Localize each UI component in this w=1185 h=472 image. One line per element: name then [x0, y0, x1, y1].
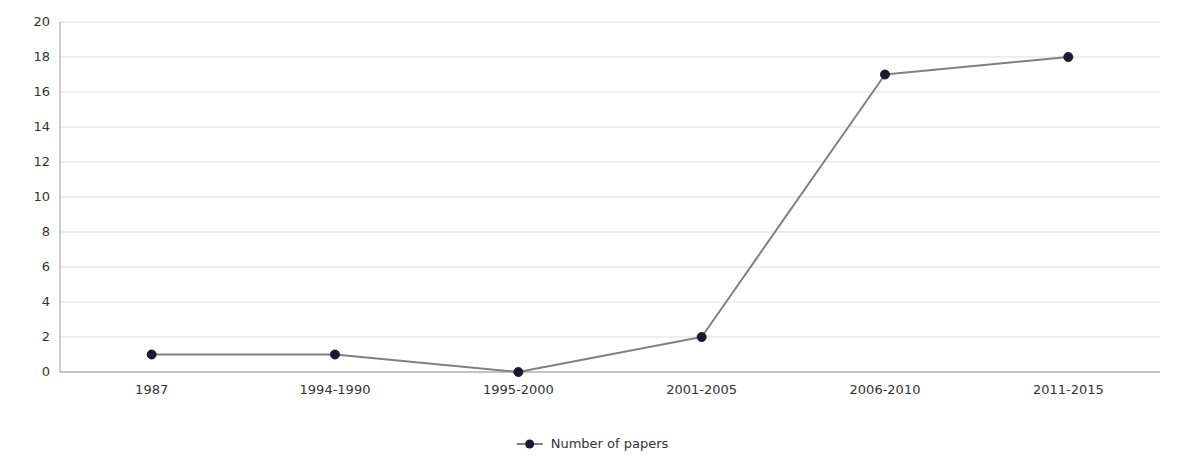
legend-marker: [525, 440, 534, 449]
point: [331, 350, 340, 359]
y-tick-label: 16: [33, 84, 50, 99]
x-tick-label: 1987: [135, 382, 168, 397]
chart: 0 2 4 6 8 10 12 14 16 18 20 1987 1994-1990 1995-2000 2…: [0, 0, 1185, 472]
y-tick-label: 18: [33, 49, 50, 64]
grid-line: [60, 337, 1160, 338]
grid-line: [60, 372, 1160, 373]
point: [1064, 53, 1073, 62]
legend-label: Number of papers: [551, 436, 669, 451]
grid-line: [60, 267, 1160, 268]
point: [514, 368, 523, 377]
y-tick-label: 4: [42, 294, 50, 309]
plot-area: [147, 53, 1073, 377]
y-axis-line: [60, 22, 61, 372]
point: [147, 350, 156, 359]
point: [881, 70, 890, 79]
y-tick-label: 0: [42, 364, 50, 379]
x-tick-label: 2001-2005: [666, 382, 737, 397]
grid-line: [60, 302, 1160, 303]
y-tick-label: 2: [42, 329, 50, 344]
y-tick-label: 8: [42, 224, 50, 239]
grid-line: [60, 232, 1160, 233]
x-tick-label: 2006-2010: [850, 382, 921, 397]
legend: Number of papers: [517, 436, 669, 451]
x-tick-label: 2011-2015: [1033, 382, 1104, 397]
grid-line: [60, 127, 1160, 128]
y-tick-label: 14: [33, 119, 50, 134]
grid-line: [60, 92, 1160, 93]
y-grid: [60, 22, 1160, 372]
y-tick-label: 6: [42, 259, 50, 274]
y-tick-label: 20: [33, 14, 50, 29]
point: [697, 333, 706, 342]
x-tick-label: 1994-1990: [300, 382, 371, 397]
grid-line: [60, 22, 1160, 23]
x-tick-labels: 1987 1994-1990 1995-2000 2001-2005 2006-2010…: [135, 382, 1104, 397]
y-tick-labels: 0 2 4 6 8 10 12 14 16 18 20: [33, 14, 50, 379]
x-axis-line: [60, 372, 1160, 373]
series-line: [152, 57, 1069, 372]
grid-line: [60, 57, 1160, 58]
y-tick-label: 12: [33, 154, 50, 169]
x-tick-label: 1995-2000: [483, 382, 554, 397]
grid-line: [60, 197, 1160, 198]
y-tick-label: 10: [33, 189, 50, 204]
grid-line: [60, 162, 1160, 163]
chart-container: 0 2 4 6 8 10 12 14 16 18 20 1987 1994-1990 1995-2000 2…: [0, 0, 1185, 472]
